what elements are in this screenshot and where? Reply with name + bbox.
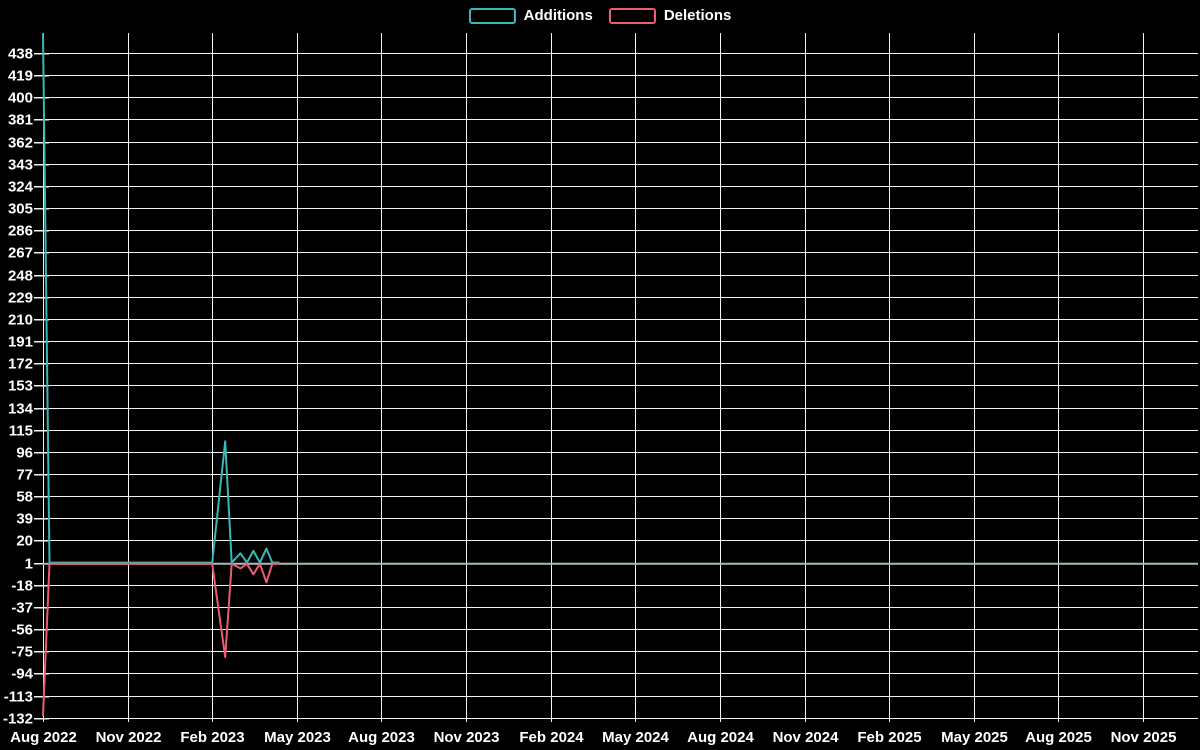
additions-line — [42, 33, 280, 564]
x-axis-tick-label: Aug 2023 — [348, 729, 415, 746]
y-axis-tick-label: 96 — [16, 445, 33, 462]
y-axis-tick-label: 305 — [8, 201, 33, 218]
y-axis-tick-label: -94 — [11, 666, 33, 683]
x-axis-tick-label: May 2023 — [264, 729, 331, 746]
y-axis-tick-label: 39 — [16, 511, 33, 528]
y-axis-tick-label: 191 — [8, 334, 33, 351]
y-axis-tick-label: 286 — [8, 223, 33, 240]
y-axis-tick-label: 210 — [8, 312, 33, 329]
y-axis-tick-label: -37 — [11, 600, 33, 617]
y-axis-tick-label: 58 — [16, 489, 33, 506]
y-axis-tick-label: -18 — [11, 578, 33, 595]
y-axis-grid: 438 419 400 381 362 343 324 305 286 267 248 229 210 1… — [3, 46, 1198, 728]
y-axis-tick-label: 324 — [8, 179, 34, 196]
x-axis-tick-label: Nov 2023 — [434, 729, 500, 746]
additions-series-swatch-icon — [468, 7, 516, 24]
x-axis-tick-label: May 2024 — [602, 729, 669, 746]
x-axis-tick-label: Nov 2025 — [1111, 729, 1177, 746]
deletions-line — [42, 562, 280, 717]
chart-legend: Additions Deletions — [0, 7, 1200, 24]
y-axis-tick-label: 115 — [9, 423, 33, 440]
y-axis-tick-label: 134 — [8, 401, 34, 418]
y-axis-tick-label: -113 — [4, 689, 33, 706]
deletions-series-swatch-icon — [608, 7, 656, 24]
x-axis-tick-label: Feb 2023 — [180, 729, 244, 746]
y-axis-tick-label: 381 — [8, 112, 33, 129]
y-axis-tick-label: 20 — [16, 533, 33, 550]
y-axis-tick-label: -56 — [11, 622, 33, 639]
y-axis-tick-label: 438 — [8, 46, 33, 63]
x-axis-tick-label: Feb 2024 — [519, 729, 584, 746]
y-axis-tick-label: -132 — [3, 711, 33, 728]
x-axis-tick-label: May 2025 — [941, 729, 1008, 746]
y-axis-tick-label: -75 — [11, 644, 33, 661]
y-axis-tick-label: 343 — [8, 157, 33, 174]
legend-label-additions: Additions — [523, 7, 593, 24]
x-axis-grid: Aug 2022 Nov 2022 Feb 2023 May 2023 Aug 2023… — [10, 33, 1176, 746]
x-axis-tick-label: Aug 2022 — [10, 729, 77, 746]
y-axis-tick-label: 77 — [16, 467, 33, 484]
y-axis-tick-label: 362 — [8, 135, 33, 152]
x-axis-tick-label: Feb 2025 — [857, 729, 921, 746]
y-axis-tick-label: 248 — [8, 268, 33, 285]
y-axis-tick-label: 267 — [8, 245, 33, 262]
legend-label-deletions: Deletions — [663, 7, 732, 24]
y-axis-tick-label: 419 — [8, 68, 33, 85]
y-axis-tick-label: 400 — [8, 90, 33, 107]
y-axis-tick-label: 172 — [8, 356, 33, 373]
y-axis-tick-label: 153 — [8, 378, 33, 395]
x-axis-tick-label: Aug 2024 — [687, 729, 754, 746]
y-axis-tick-label: 1 — [25, 556, 33, 573]
legend-item-additions[interactable]: Additions — [468, 7, 593, 24]
x-axis-tick-label: Nov 2024 — [773, 729, 840, 746]
y-axis-tick-label: 229 — [8, 290, 33, 307]
x-axis-tick-label: Nov 2022 — [96, 729, 162, 746]
x-axis-tick-label: Aug 2025 — [1025, 729, 1092, 746]
legend-item-deletions[interactable]: Deletions — [608, 7, 732, 24]
